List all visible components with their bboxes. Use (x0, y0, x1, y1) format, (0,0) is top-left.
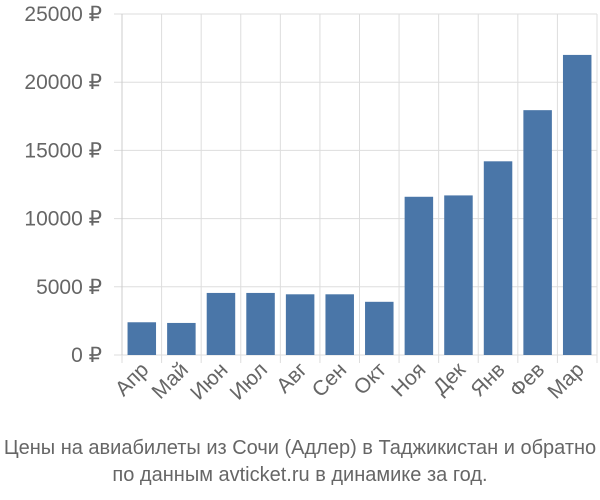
y-tick-label: 20000 ₽ (24, 71, 102, 94)
x-tick-label: Фев (505, 358, 549, 402)
x-tick-label: Авг (272, 358, 312, 398)
bar-Дек (444, 195, 473, 355)
grid-lines (114, 13, 598, 363)
bar-Окт (365, 301, 394, 355)
y-tick-labels: 0 ₽ 5000 ₽ 10000 ₽ 15000 ₽ 20000 ₽ 25000 ₽ (24, 3, 102, 367)
y-tick-label: 15000 ₽ (24, 139, 102, 162)
bar-Июл (246, 292, 275, 355)
bar-Мар (562, 54, 592, 356)
bar-Апр (127, 322, 157, 355)
bar-Сен (325, 294, 354, 355)
y-tick-label: 0 ₽ (71, 344, 102, 367)
x-tick-label: Ноя (387, 358, 430, 401)
x-tick-label: Мар (543, 358, 588, 403)
x-tick-label: Янв (466, 358, 509, 401)
y-tick-label: 25000 ₽ (24, 3, 102, 26)
y-tick-label: 5000 ₽ (36, 276, 102, 299)
bar-Янв (483, 161, 513, 355)
x-tick-label: Июл (226, 358, 272, 404)
x-tick-label: Апр (111, 358, 153, 400)
x-tick-label: Июн (186, 358, 232, 404)
x-tick-label: Сен (308, 358, 351, 401)
bar-Авг (285, 294, 315, 355)
x-tick-label: Дек (429, 358, 471, 400)
chart-caption-line-1: Цены на авиабилеты из Сочи (Адлер) в Тад… (3, 437, 597, 459)
bar-Ноя (404, 196, 434, 355)
chart-caption-line-2: по данным avticket.ru в динамике за год. (112, 464, 488, 486)
bar-Май (167, 322, 196, 355)
bars (127, 54, 592, 356)
bar-chart: 0 ₽ 5000 ₽ 10000 ₽ 15000 ₽ 20000 ₽ 25000 ₽ Ап… (24, 3, 598, 405)
bar-Июн (206, 292, 236, 355)
x-tick-label: Май (148, 358, 193, 403)
bar-Фев (523, 110, 552, 355)
y-tick-label: 10000 ₽ (24, 208, 102, 231)
x-tick-label: Окт (350, 358, 392, 400)
